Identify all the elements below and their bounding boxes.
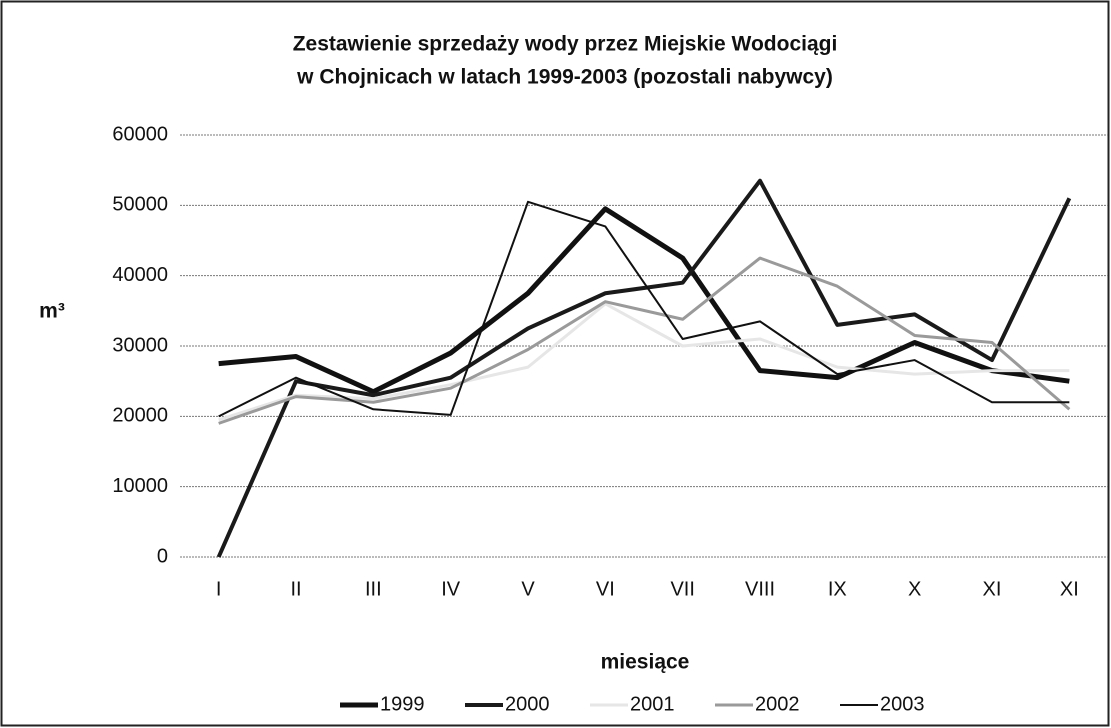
legend-label: 2001 <box>630 693 675 715</box>
legend-label: 2003 <box>880 693 925 715</box>
x-tick-label: IX <box>828 578 847 600</box>
chart-title: Zestawienie sprzedaży wody przez Miejski… <box>293 33 838 56</box>
x-tick-label: III <box>365 578 382 600</box>
x-axis-title: miesiące <box>601 651 690 674</box>
chart-title: w Chojnicach w latach 1999-2003 (pozosta… <box>296 66 833 89</box>
y-axis-title: m³ <box>39 300 65 323</box>
legend-label: 2002 <box>755 693 800 715</box>
x-tick-label: XI <box>1060 578 1079 600</box>
x-tick-label: VII <box>670 578 694 600</box>
y-tick-label: 0 <box>157 545 168 567</box>
x-tick-label: V <box>521 578 535 600</box>
x-tick-label: VIII <box>745 578 775 600</box>
x-tick-label: XI <box>983 578 1002 600</box>
x-tick-label: I <box>216 578 222 600</box>
y-tick-label: 60000 <box>112 123 168 145</box>
x-tick-label: VI <box>596 578 615 600</box>
x-tick-label: X <box>908 578 921 600</box>
y-tick-label: 50000 <box>112 194 168 216</box>
series-line <box>218 302 1070 422</box>
series-line <box>218 200 1070 418</box>
y-tick-label: 20000 <box>112 405 168 427</box>
series-line <box>218 206 1070 395</box>
series-line <box>218 256 1071 425</box>
x-tick-label: II <box>290 578 301 600</box>
y-tick-label: 30000 <box>112 334 168 356</box>
series-line <box>216 178 1072 558</box>
legend-label: 2000 <box>505 693 550 715</box>
y-tick-label: 10000 <box>112 475 168 497</box>
x-tick-label: IV <box>441 578 461 600</box>
legend-label: 1999 <box>380 693 425 715</box>
y-tick-label: 40000 <box>112 264 168 286</box>
